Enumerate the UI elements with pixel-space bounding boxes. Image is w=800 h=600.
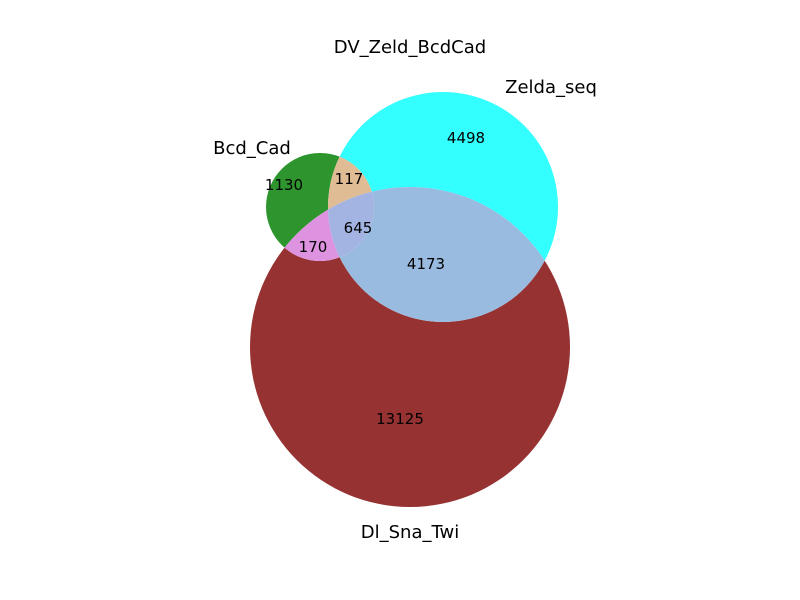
region-zelda-dl bbox=[328, 187, 558, 322]
count-dl-only: 13125 bbox=[376, 410, 424, 428]
set-label-zelda-seq: Zelda_seq bbox=[505, 77, 597, 98]
count-zelda-dl: 4173 bbox=[407, 255, 445, 273]
diagram-title: DV_Zeld_BcdCad bbox=[334, 37, 486, 58]
count-bcd-only: 1130 bbox=[265, 176, 303, 194]
region-all-three bbox=[328, 187, 374, 261]
set-label-bcd-cad: Bcd_Cad bbox=[213, 138, 291, 159]
count-bcd-zelda: 117 bbox=[335, 170, 364, 188]
count-zelda-only: 4498 bbox=[447, 129, 485, 147]
set-label-dl-sna-twi: Dl_Sna_Twi bbox=[361, 522, 459, 543]
count-all-three: 645 bbox=[344, 219, 373, 237]
count-bcd-dl: 170 bbox=[299, 238, 328, 256]
